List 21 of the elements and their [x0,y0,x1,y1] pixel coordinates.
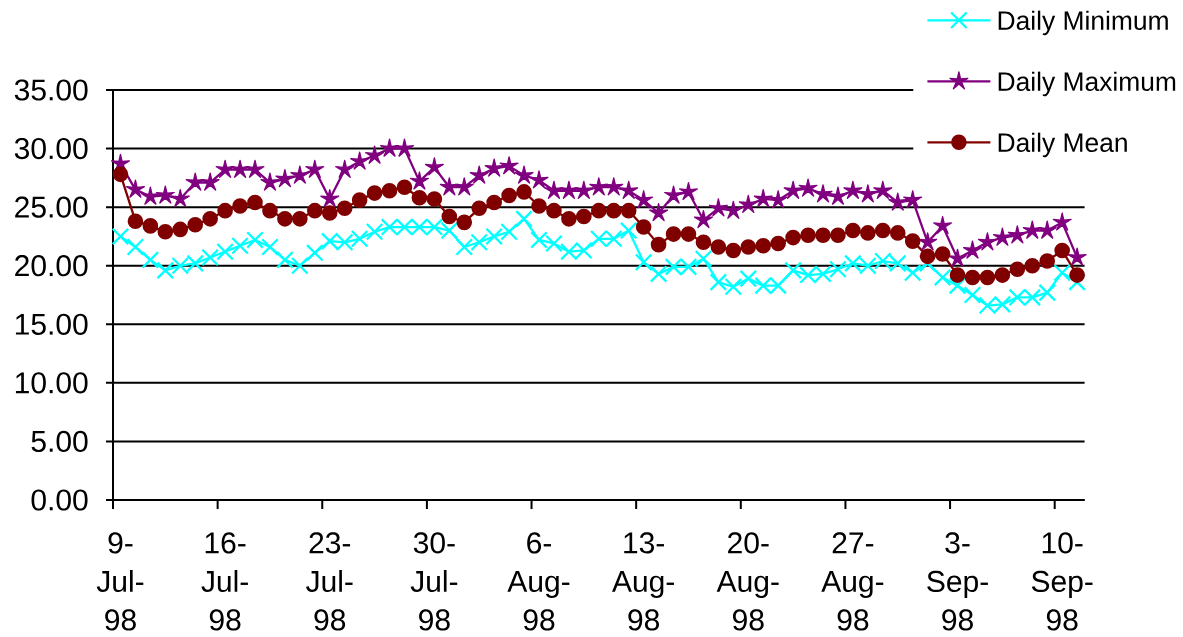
x-tick-label: 6-Aug-98 [507,532,570,631]
y-tick-label: 15.00 [15,313,88,335]
legend-label: Daily Mean [998,132,1127,158]
legend-label: Daily Minimum [998,10,1168,36]
x-tick-label: 23-Jul-98 [306,532,353,631]
x-tick-label: 10-Sep-98 [1031,532,1093,631]
legend-label: Daily Maximum [998,71,1176,97]
y-tick-label: 35.00 [14,79,88,101]
x-tick-label: 9-Jul-98 [96,532,144,631]
y-tick-label: 0.00 [31,489,88,511]
x-tick-label: 13-Aug-98 [612,532,674,631]
y-tick-label: 10.00 [15,372,88,394]
y-tick-label: 25.00 [15,196,88,218]
x-tick-label: 30-Jul-98 [410,532,458,631]
y-tick-label: 30.00 [14,137,88,160]
x-tick-label: 3-Sep-98 [927,532,988,631]
x-tick-label: 27-Aug-98 [821,532,884,631]
y-tick-label: 20.00 [15,255,88,277]
x-tick-label: 16-Jul-98 [201,532,248,631]
x-tick-label: 20-Aug-98 [716,532,779,631]
y-tick-label: 5.00 [31,430,88,453]
